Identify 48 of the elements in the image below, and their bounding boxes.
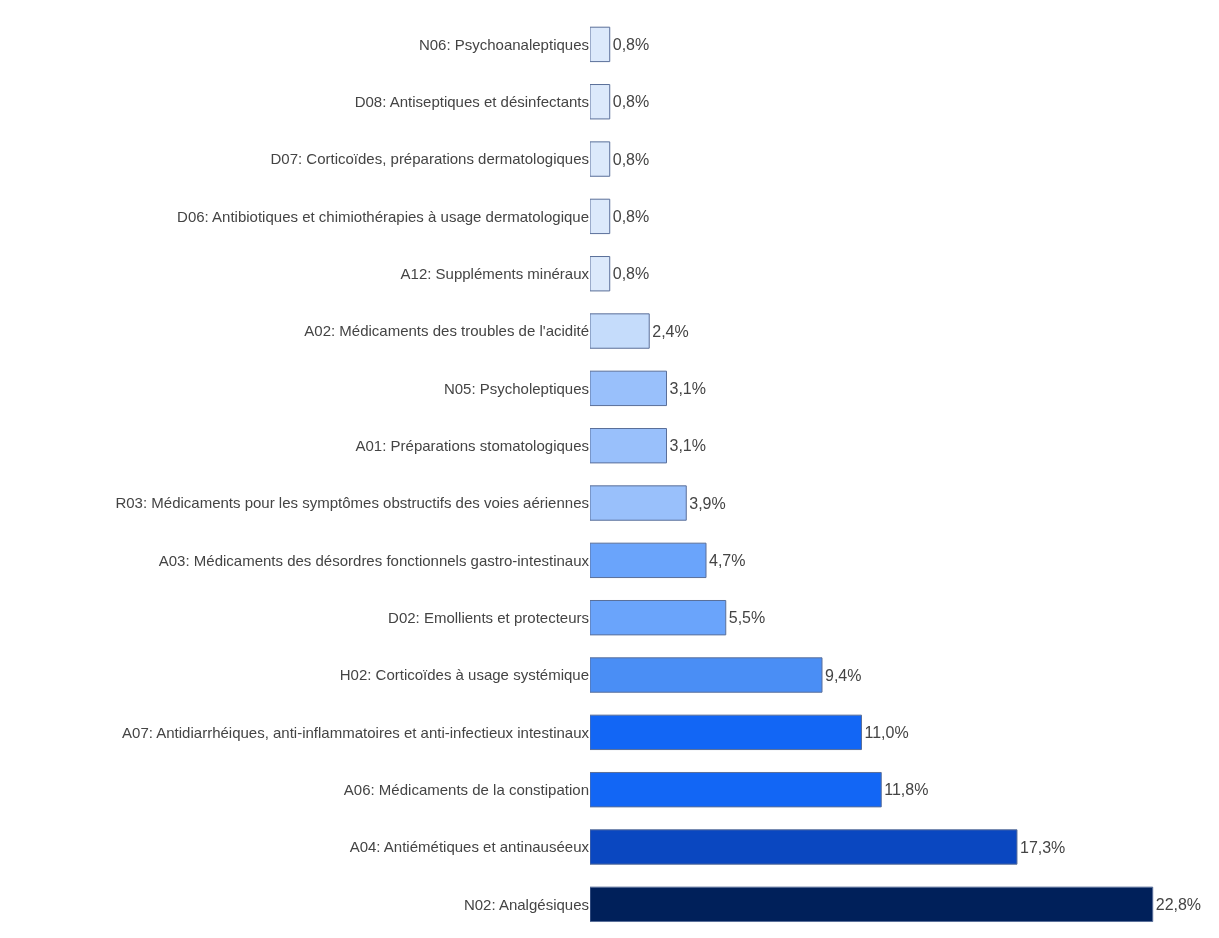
bar xyxy=(590,714,862,751)
bar xyxy=(590,370,668,407)
data-label: 0,8% xyxy=(612,207,650,225)
data-label: 3,1% xyxy=(669,379,706,397)
bar xyxy=(590,313,650,349)
data-label: 0,8% xyxy=(612,93,650,111)
data-label: 5,5% xyxy=(728,609,766,627)
bar xyxy=(590,485,687,521)
data-label: 0,8% xyxy=(612,265,650,283)
y-tick-label: A12: Suppléments minéraux xyxy=(400,264,590,282)
y-tick-label: A01: Préparations stomatologiques xyxy=(355,436,589,454)
bar xyxy=(590,84,611,120)
bar xyxy=(590,886,1154,923)
y-tick-label: N05: Psycholeptiques xyxy=(443,379,589,397)
data-label: 3,9% xyxy=(689,494,726,512)
bar xyxy=(590,141,611,177)
bar xyxy=(590,256,611,292)
data-label: 0,8% xyxy=(612,35,650,53)
data-label: 2,4% xyxy=(652,322,689,340)
y-tick-label: A02: Médicaments des troubles de l'acidité xyxy=(304,322,589,340)
data-label: 3,1% xyxy=(669,437,706,455)
bar xyxy=(590,542,707,579)
y-tick-label: D08: Antiseptiques et désinfectants xyxy=(354,92,589,110)
y-tick-label: A03: Médicaments des désordres fonctionnels gastro-intestinaux xyxy=(158,551,590,569)
data-label: 9,4% xyxy=(825,666,862,684)
y-tick-label: A06: Médicaments de la constipation xyxy=(343,780,589,798)
data-label: 11,0% xyxy=(864,723,909,741)
bar xyxy=(590,26,611,63)
data-label: 11,8% xyxy=(884,781,929,799)
bar xyxy=(590,657,823,693)
data-label: 4,7% xyxy=(709,551,746,569)
y-tick-label: N06: Psychoanaleptiques xyxy=(418,35,589,53)
y-tick-label: D06: Antibiotiques et chimiothérapies à usage dermatologique xyxy=(177,207,589,225)
y-tick-label: N02: Analgésiques xyxy=(463,895,589,913)
y-tick-label: D07: Corticoïdes, préparations dermatologiques xyxy=(270,150,589,168)
data-label: 22,8% xyxy=(1155,895,1202,913)
y-tick-label: A04: Antiémétiques et antinauséeux xyxy=(349,838,590,856)
bar xyxy=(590,599,727,636)
bar xyxy=(590,771,882,808)
bar xyxy=(590,829,1018,865)
data-label: 0,8% xyxy=(612,150,650,168)
bar xyxy=(590,198,611,235)
bar xyxy=(590,428,668,464)
y-tick-label: R03: Médicaments pour les symptômes obstructifs des voies aériennes xyxy=(115,494,589,512)
y-tick-label: H02: Corticoïdes à usage systémique xyxy=(339,666,589,684)
y-tick-label: D02: Emollients et protecteurs xyxy=(388,608,589,626)
data-label: 17,3% xyxy=(1019,838,1066,856)
y-tick-label: A07: Antidiarrhéiques, anti-inflammatoires et anti-infectieux intestinaux xyxy=(122,723,590,741)
